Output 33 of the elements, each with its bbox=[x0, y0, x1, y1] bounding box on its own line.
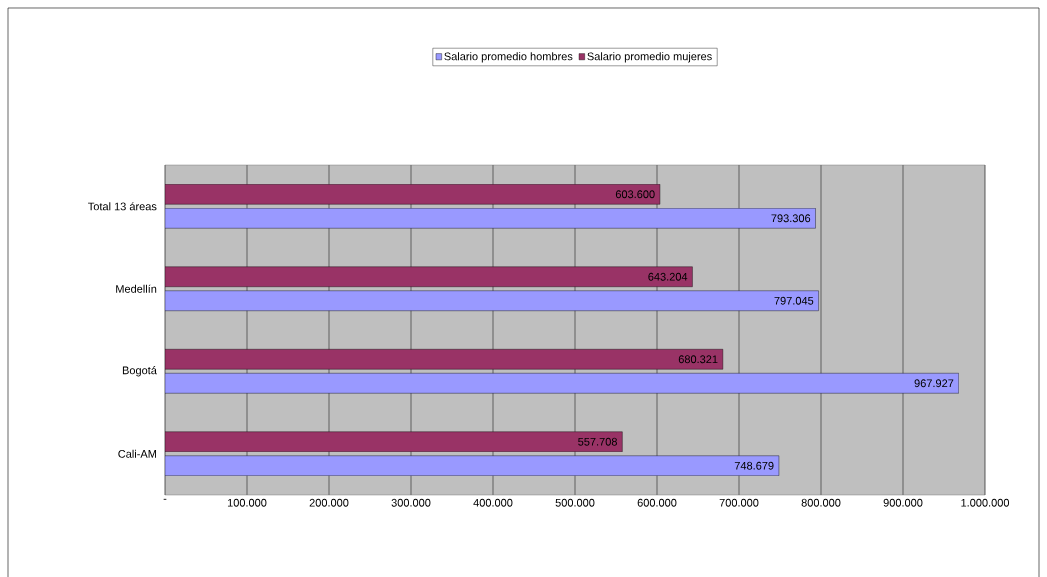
x-tick-label: 100.000 bbox=[227, 498, 267, 507]
data-label: 643.204 bbox=[648, 272, 688, 281]
x-tick-label: 500.000 bbox=[555, 498, 595, 507]
data-label: 797.045 bbox=[774, 296, 814, 305]
bar bbox=[165, 184, 661, 205]
x-tick-label: 900.000 bbox=[883, 498, 923, 507]
y-tick-label: Bogotá bbox=[122, 366, 157, 377]
y-tick-label: Total 13 áreas bbox=[88, 202, 157, 211]
x-tick-label: 300.000 bbox=[391, 498, 431, 507]
data-label: 603.600 bbox=[615, 190, 655, 199]
x-tick-label: 1.000.000 bbox=[961, 498, 1010, 507]
legend-label: Salario promedio hombres bbox=[444, 52, 573, 63]
bar bbox=[165, 349, 724, 370]
bar bbox=[165, 431, 623, 452]
x-tick-label: 400.000 bbox=[473, 498, 513, 507]
data-label: 793.306 bbox=[771, 214, 811, 223]
bar bbox=[165, 266, 693, 287]
bar bbox=[165, 455, 780, 476]
bar bbox=[165, 373, 959, 394]
x-tick-label: - bbox=[163, 498, 167, 500]
data-label: 680.321 bbox=[678, 355, 718, 364]
bar bbox=[165, 290, 819, 311]
x-tick-label: 800.000 bbox=[801, 498, 841, 507]
x-tick-label: 200.000 bbox=[309, 498, 349, 507]
x-tick-label: 600.000 bbox=[637, 498, 677, 507]
y-tick-label: Medellín bbox=[116, 284, 157, 293]
data-label: 967.927 bbox=[914, 379, 954, 388]
data-label: 748.679 bbox=[734, 461, 774, 470]
y-tick-label: Cali-AM bbox=[118, 449, 156, 458]
legend-label: Salario promedio mujeres bbox=[587, 52, 712, 63]
x-tick-label: 700.000 bbox=[719, 498, 759, 507]
data-label: 557.708 bbox=[578, 437, 617, 446]
bar bbox=[165, 208, 816, 229]
